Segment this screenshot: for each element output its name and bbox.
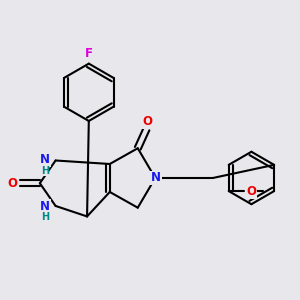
- Text: O: O: [8, 177, 18, 190]
- Text: O: O: [142, 115, 152, 128]
- Text: H: H: [41, 166, 49, 176]
- Text: H: H: [41, 212, 49, 222]
- Text: O: O: [246, 184, 256, 198]
- Text: N: N: [40, 153, 50, 166]
- Text: N: N: [151, 172, 161, 184]
- Text: F: F: [85, 47, 93, 60]
- Text: N: N: [40, 200, 50, 213]
